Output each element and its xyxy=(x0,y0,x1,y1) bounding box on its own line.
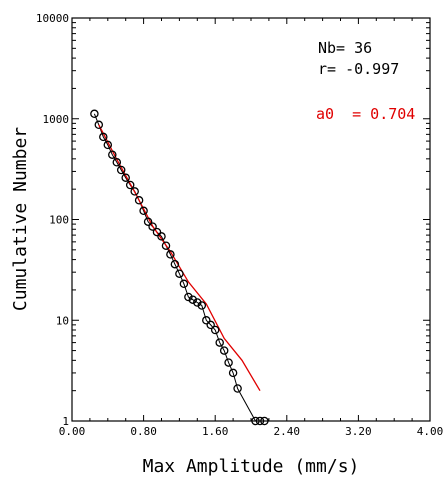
data-point xyxy=(94,120,104,130)
x-tick-label: 2.40 xyxy=(274,425,301,438)
a0-annotation: a0 = 0.704 xyxy=(316,105,415,123)
y-axis-title: Cumulative Number xyxy=(10,127,31,311)
observed-series-line xyxy=(93,113,265,422)
data-point xyxy=(152,227,162,237)
plot-area xyxy=(71,17,431,422)
y-tick-label: 10 xyxy=(56,314,69,327)
data-point xyxy=(148,222,157,231)
data-point xyxy=(125,180,135,190)
data-point xyxy=(143,217,153,226)
data-point xyxy=(112,158,122,167)
data-point xyxy=(90,109,99,119)
data-point xyxy=(161,241,171,250)
data-point xyxy=(116,165,126,175)
fit-series-line xyxy=(98,124,261,392)
data-point xyxy=(228,368,238,378)
data-point xyxy=(206,320,215,330)
data-point xyxy=(121,173,130,182)
data-point xyxy=(233,384,242,393)
data-point xyxy=(103,140,113,150)
data-point xyxy=(108,150,117,159)
x-tick-label: 0.80 xyxy=(130,425,157,438)
x-tick-label: 3.20 xyxy=(345,425,372,438)
y-tick-label: 10000 xyxy=(36,12,69,25)
data-point xyxy=(219,346,229,355)
data-point xyxy=(179,279,189,289)
data-point xyxy=(224,358,233,367)
data-point xyxy=(197,301,207,310)
nb-annotation: Nb= 36 xyxy=(318,39,372,57)
r-annotation: r= -0.997 xyxy=(318,60,399,78)
y-tick-label: 1000 xyxy=(43,113,70,126)
data-point xyxy=(175,269,184,278)
data-point xyxy=(188,295,198,304)
data-point xyxy=(202,316,211,325)
data-point xyxy=(210,325,220,335)
plot-frame xyxy=(71,17,431,422)
y-tick-label: 100 xyxy=(49,214,69,227)
x-tick-label: 1.60 xyxy=(202,425,229,438)
data-point xyxy=(260,416,269,426)
axis-ticks: 0.00 0.80 1.60 2.40 3.20 4.00 1 10 100 1000 10000 xyxy=(36,12,443,438)
data-point xyxy=(157,232,166,241)
y-tick-label: 1 xyxy=(62,415,69,428)
data-point xyxy=(134,196,144,205)
x-tick-label: 4.00 xyxy=(417,425,444,438)
x-tick-label: 0.00 xyxy=(59,425,86,438)
data-point xyxy=(166,250,175,259)
data-point xyxy=(184,292,193,302)
data-point xyxy=(139,206,148,216)
data-point xyxy=(215,338,224,347)
series-layer xyxy=(90,109,269,426)
x-axis-title: Max Amplitude (mm/s) xyxy=(143,456,360,477)
data-point xyxy=(130,187,139,196)
data-point xyxy=(99,132,108,142)
data-point xyxy=(251,416,260,426)
data-point xyxy=(170,259,180,269)
data-point xyxy=(255,416,265,426)
